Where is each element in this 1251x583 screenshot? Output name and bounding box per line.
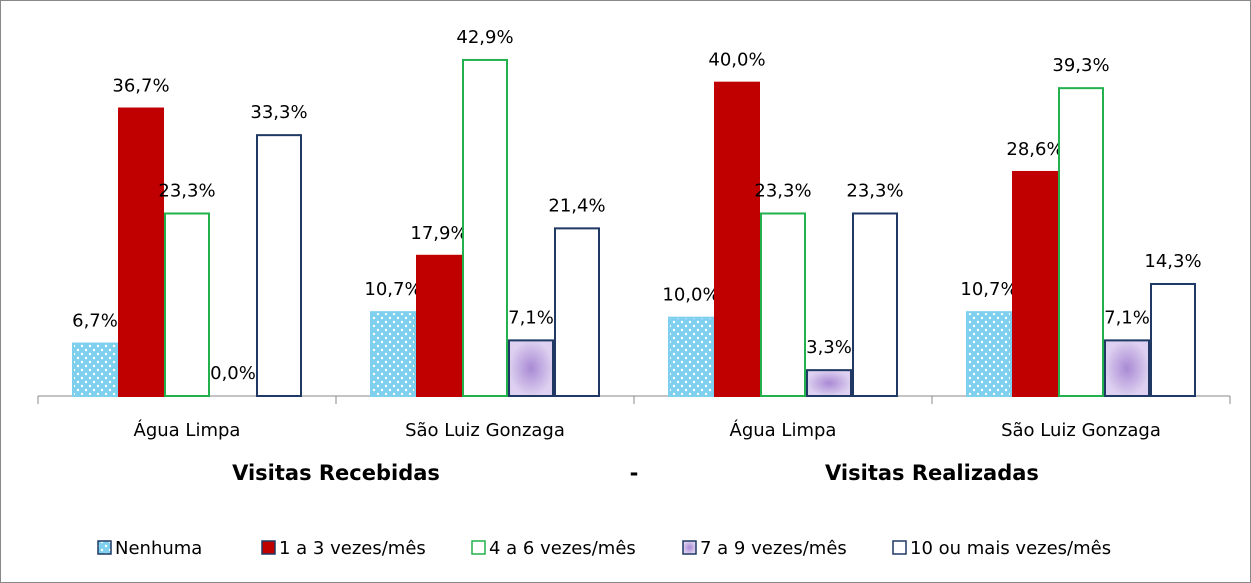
bar	[256, 134, 302, 397]
bar	[554, 227, 600, 397]
data-label: 39,3%	[1052, 55, 1109, 76]
data-label: 0,0%	[210, 363, 256, 384]
data-label: 23,3%	[754, 180, 811, 201]
x-tick-label: São Luiz Gonzaga	[405, 420, 565, 441]
group-label: Visitas Recebidas	[232, 461, 440, 485]
data-label: 36,7%	[112, 76, 169, 97]
data-label: 42,9%	[456, 27, 513, 48]
bar	[118, 107, 164, 398]
data-label: 7,1%	[508, 307, 554, 328]
legend-label: 7 a 9 vezes/mês	[700, 538, 847, 559]
bar	[370, 311, 416, 397]
bar	[714, 81, 760, 398]
group-label: Visitas Realizadas	[825, 461, 1039, 485]
bar	[462, 58, 508, 397]
data-label: 17,9%	[410, 223, 467, 244]
legend-marker	[97, 540, 112, 555]
data-label: 6,7%	[72, 311, 118, 332]
bar	[966, 311, 1012, 397]
group-label: -	[630, 461, 639, 485]
bar	[1150, 282, 1196, 398]
legend-marker	[892, 540, 907, 555]
bar	[668, 316, 714, 397]
legend-marker	[471, 540, 486, 555]
data-label: 10,7%	[960, 279, 1017, 300]
legend-label: 10 ou mais vezes/mês	[910, 538, 1111, 559]
data-label: 40,0%	[708, 50, 765, 71]
bar	[806, 369, 852, 397]
data-label: 10,7%	[364, 279, 421, 300]
bar	[1058, 87, 1104, 398]
data-label: 14,3%	[1144, 251, 1201, 272]
data-label: 10,0%	[662, 285, 719, 306]
legend-marker	[682, 540, 697, 555]
bar	[416, 254, 462, 397]
x-tick-label: Água Limpa	[134, 419, 241, 441]
data-label: 33,3%	[250, 102, 307, 123]
data-label: 3,3%	[806, 337, 852, 358]
bar	[1104, 339, 1150, 397]
x-tick-label: São Luiz Gonzaga	[1001, 420, 1161, 441]
legend-label: 1 a 3 vezes/mês	[279, 538, 426, 559]
data-label: 23,3%	[846, 180, 903, 201]
legend-label: 4 a 6 vezes/mês	[489, 538, 636, 559]
bar	[760, 212, 806, 397]
bar	[164, 212, 210, 397]
bar	[1012, 170, 1058, 397]
data-label: 21,4%	[548, 195, 605, 216]
bar	[852, 212, 898, 397]
legend-marker	[261, 540, 276, 555]
data-label: 7,1%	[1104, 307, 1150, 328]
bar	[508, 339, 554, 397]
legend-label: Nenhuma	[115, 538, 202, 559]
bar	[72, 342, 118, 397]
data-label: 28,6%	[1006, 139, 1063, 160]
data-label: 23,3%	[158, 180, 215, 201]
x-tick-label: Água Limpa	[730, 419, 837, 441]
